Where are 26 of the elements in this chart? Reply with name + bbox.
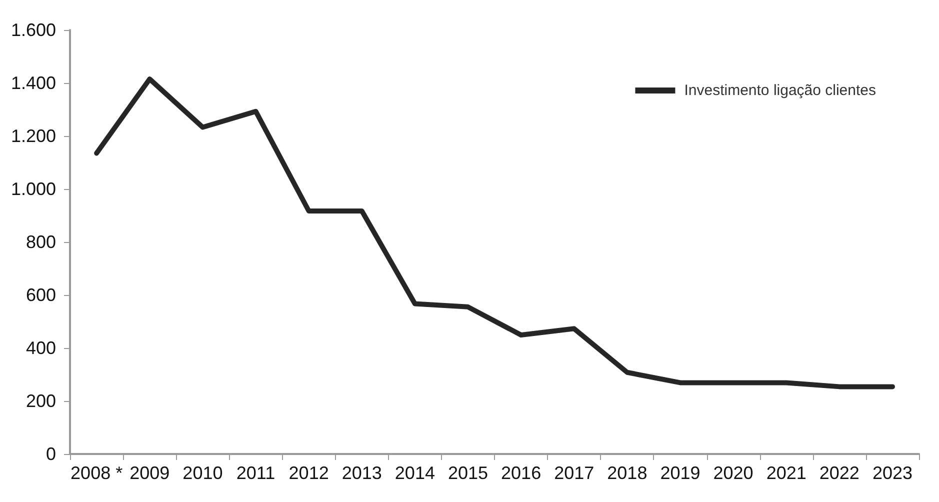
x-tick-label: 2019 (660, 463, 700, 483)
x-tick-label: 2021 (766, 463, 806, 483)
x-tick-label: 2016 (501, 463, 542, 483)
x-tick-label: 2014 (394, 463, 435, 483)
x-tick-label: 2022 (819, 463, 860, 483)
x-tick-label: 2009 (130, 463, 170, 483)
y-tick-label: 1.200 (10, 126, 56, 146)
y-tick-label: 1.600 (10, 20, 56, 40)
y-tick-label: 0 (46, 444, 56, 464)
x-tick-label: 2023 (872, 463, 912, 483)
x-tick-label: 2015 (448, 463, 488, 483)
y-tick-label: 1.400 (10, 73, 56, 93)
legend-label: Investimento ligação clientes (684, 82, 876, 99)
y-tick-label: 600 (26, 285, 56, 305)
x-tick-label: 2018 (607, 463, 648, 483)
x-tick-label: 2011 (236, 463, 276, 483)
x-tick-label: 2012 (288, 463, 329, 483)
x-tick-label: 2010 (182, 463, 223, 483)
y-tick-label: 200 (26, 391, 56, 411)
x-tick-label: 2013 (342, 463, 382, 483)
x-tick-label: 2020 (713, 463, 754, 483)
y-tick-label: 800 (26, 232, 56, 252)
x-tick-label: 2008 * (70, 463, 123, 483)
x-tick-label: 2017 (554, 463, 594, 483)
y-tick-label: 1.000 (10, 179, 56, 199)
y-tick-label: 400 (26, 338, 56, 358)
